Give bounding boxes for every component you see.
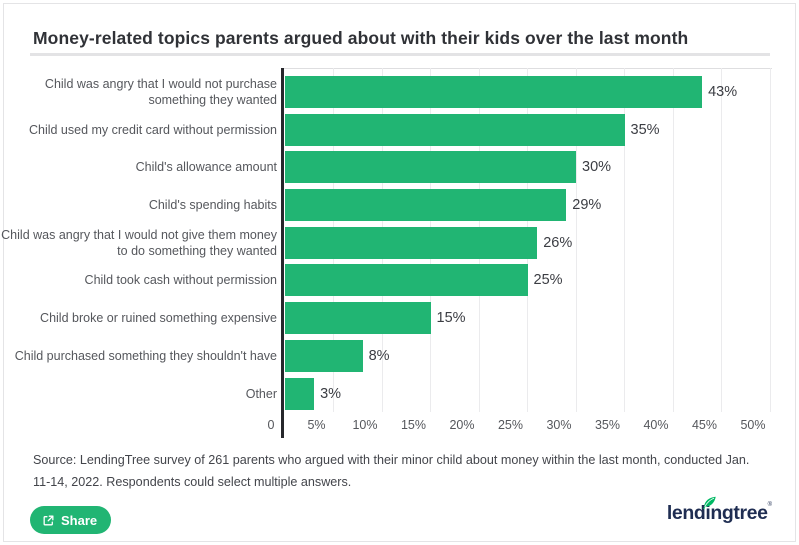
- value-label: 8%: [368, 347, 390, 364]
- leaf-icon: [702, 494, 717, 515]
- x-tick-5%: 5%: [307, 418, 326, 432]
- bar-track: 15%: [285, 302, 799, 335]
- bar-row: Child broke or ruined something expensiv…: [0, 302, 799, 335]
- value-label: 30%: [582, 159, 612, 176]
- bar-track: 25%: [285, 264, 799, 297]
- value-label: 43%: [708, 84, 738, 100]
- x-tick-50%: 50%: [740, 418, 766, 432]
- bar-track: 26%: [285, 226, 799, 259]
- category-label: Child was angry that I would not purchas…: [44, 77, 277, 107]
- value-label: 25%: [533, 272, 563, 289]
- x-tick-20%: 20%: [449, 418, 475, 432]
- category-label: Child was angry that I would not give th…: [1, 227, 277, 258]
- category-label: Child broke or ruined something expensiv…: [40, 311, 277, 326]
- x-tick-30%: 30%: [546, 418, 572, 432]
- gridline-40%: [672, 68, 674, 412]
- bar: [285, 377, 315, 410]
- category-label: Child's allowance amount: [135, 160, 277, 175]
- bar-track: 3%: [285, 377, 799, 410]
- bar-row: Child took cash without permission 25%: [0, 264, 799, 297]
- value-label: 26%: [543, 234, 573, 251]
- bar-track: 29%: [285, 189, 799, 222]
- value-label: 29%: [572, 197, 602, 214]
- bar-row: Child's allowance amount 30%: [0, 151, 799, 184]
- bar-row: Other 3%: [0, 377, 799, 410]
- value-label: 3%: [320, 385, 342, 402]
- bar-rows: Child was angry that I would not purchas…: [0, 76, 799, 415]
- bar: [285, 151, 576, 184]
- category-label: Child's spending habits: [148, 198, 277, 213]
- source-line-2: 11-14, 2022. Respondents could select mu…: [33, 475, 352, 489]
- x-tick-10%: 10%: [352, 418, 378, 432]
- bar: [285, 226, 538, 259]
- bar-chart: Child was angry that I would not purchas…: [0, 68, 799, 440]
- logo-wordmark: lendingtree: [666, 502, 768, 524]
- share-button-label: Share: [61, 512, 98, 528]
- x-tick-40%: 40%: [643, 418, 669, 432]
- source-note: Source: LendingTree survey of 261 parent…: [33, 449, 783, 493]
- bar-row: Child used my credit card without permis…: [0, 113, 799, 146]
- lendingtree-logo: lendingtree®: [666, 496, 772, 534]
- bar-track: 30%: [285, 151, 799, 184]
- bar-track: 43%: [285, 76, 799, 108]
- bar-row: Child was angry that I would not purchas…: [0, 76, 799, 108]
- category-label: Other: [245, 386, 277, 401]
- value-label: 15%: [436, 310, 466, 327]
- bar: [285, 339, 363, 372]
- category-label: Child purchased something they shouldn't…: [14, 348, 277, 363]
- x-tick-45%: 45%: [691, 418, 718, 432]
- value-label: 35%: [630, 121, 660, 138]
- bar-track: 35%: [285, 113, 799, 146]
- bar-row: Child was angry that I would not give th…: [0, 226, 799, 259]
- bar-track: 8%: [285, 339, 799, 372]
- gridline-30%: [575, 68, 577, 412]
- page-title: Money-related topics parents argued abou…: [33, 27, 689, 48]
- bar: [285, 264, 528, 297]
- x-tick-zero: 0: [267, 418, 275, 432]
- x-tick-35%: 35%: [594, 418, 621, 432]
- category-label: Child took cash without permission: [84, 273, 277, 288]
- bar-row: Child purchased something they shouldn't…: [0, 339, 799, 372]
- gridline-35%: [624, 68, 625, 412]
- source-line-1: Source: LendingTree survey of 261 parent…: [33, 453, 750, 467]
- gridline-45%: [721, 68, 722, 412]
- gridline-50%: [769, 68, 771, 412]
- x-tick-15%: 15%: [400, 418, 427, 432]
- bar: [285, 189, 567, 222]
- bar: [285, 76, 703, 108]
- category-label: Child used my credit card without permis…: [28, 122, 277, 137]
- bar: [285, 302, 431, 335]
- bar-row: Child's spending habits 29%: [0, 189, 799, 222]
- y-axis-line: [281, 68, 284, 438]
- share-button[interactable]: Share: [30, 506, 112, 534]
- logo-trademark: ®: [767, 502, 772, 508]
- title-divider: [30, 53, 770, 56]
- x-tick-25%: 25%: [497, 418, 524, 432]
- share-icon: [42, 514, 55, 527]
- bar: [285, 113, 625, 146]
